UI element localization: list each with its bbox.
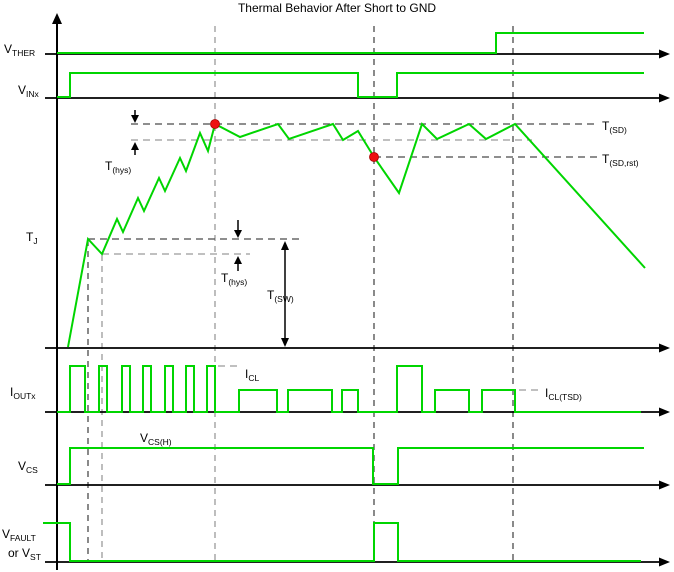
trace-V_CS bbox=[57, 447, 644, 485]
x-axis-arrowhead-V_INx bbox=[659, 93, 670, 103]
annotation-T(SD): T(SD) bbox=[602, 119, 627, 135]
annotation-ICL(TSD): ICL(TSD) bbox=[545, 386, 582, 402]
trace-V_INx bbox=[57, 72, 644, 98]
row-label-VINx: VINx bbox=[18, 83, 40, 99]
x-axis-arrowhead-T_J bbox=[659, 343, 670, 353]
annotation-T(SD,rst): T(SD,rst) bbox=[602, 152, 639, 168]
annotation-ICL: ICL bbox=[245, 367, 259, 383]
trace-I_OUTx bbox=[57, 365, 641, 413]
annotation-T(SW): T(SW) bbox=[267, 288, 294, 304]
row-label-VTHER: VTHER bbox=[4, 42, 35, 58]
row-label-IOUTx: IOUTx bbox=[10, 385, 36, 401]
row-label-VST: or VST bbox=[8, 546, 41, 562]
trace-V_THER bbox=[57, 32, 644, 54]
x-axis-arrowhead-V_THER bbox=[659, 49, 670, 59]
row-label-TJ: TJ bbox=[26, 230, 38, 246]
annotation-T(hys): T(hys) bbox=[105, 159, 131, 175]
x-axis-arrowhead-V_CS bbox=[659, 480, 670, 490]
annotation-T(hys): T(hys) bbox=[221, 271, 247, 287]
x-axis-arrowhead-I_OUTx bbox=[659, 407, 670, 417]
measure-arrow-0-head bbox=[131, 115, 139, 123]
row-label-VCS: VCS bbox=[18, 459, 38, 475]
measure-arrow-3-head bbox=[234, 256, 242, 264]
measure-arrow-4-head-down bbox=[281, 338, 289, 347]
shutdown-dot-2 bbox=[369, 152, 379, 162]
shutdown-dot-1 bbox=[210, 119, 220, 129]
annotation-VCS(H): VCS(H) bbox=[140, 431, 172, 447]
measure-arrow-1-head bbox=[131, 142, 139, 150]
measure-arrow-4-head-up bbox=[281, 241, 289, 250]
y-axis-arrowhead bbox=[52, 13, 62, 24]
trace-V_FAULT_or_V_ST bbox=[43, 522, 641, 562]
measure-arrow-2-head bbox=[234, 230, 242, 238]
x-axis-arrowhead-V_FAULT_or_V_ST bbox=[659, 557, 670, 567]
chart-title: Thermal Behavior After Short to GND bbox=[237, 1, 437, 15]
trace-T_J bbox=[67, 122, 646, 348]
row-label-VFAULT: VFAULT bbox=[2, 527, 36, 543]
